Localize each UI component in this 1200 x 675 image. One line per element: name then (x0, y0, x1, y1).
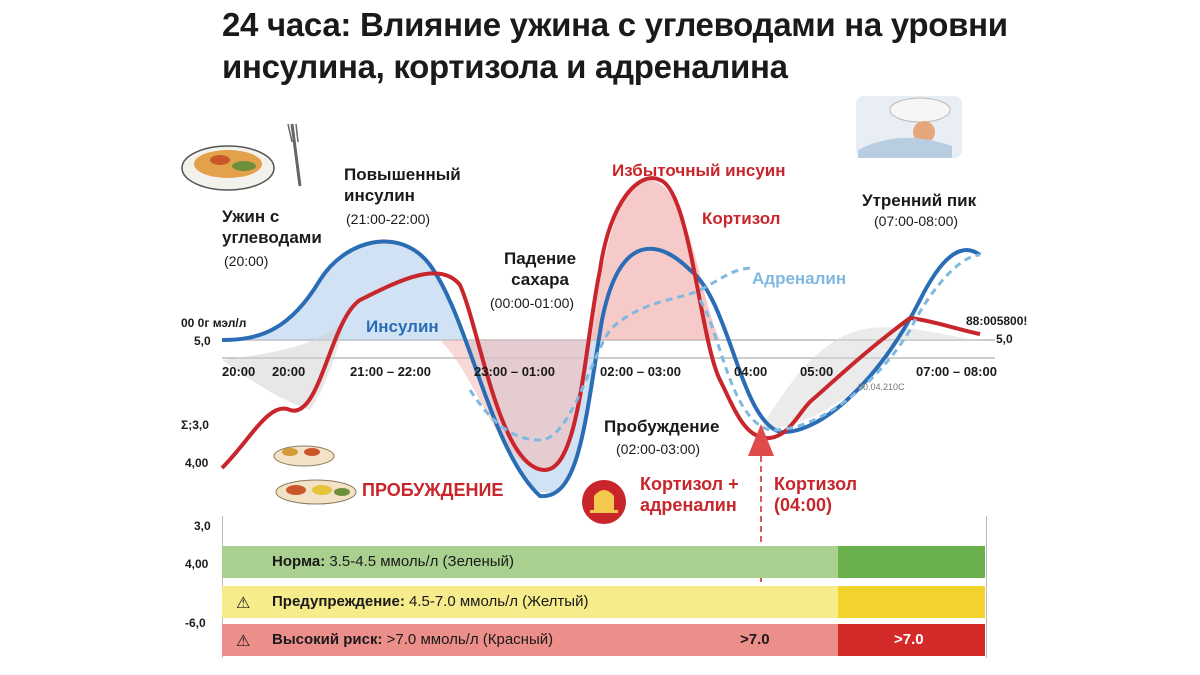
norm-band-text: Норма: 3.5-4.5 ммоль/л (Зеленый) (272, 546, 514, 578)
morning-peak-time: (07:00-08:00) (874, 213, 959, 229)
x-tick-label: 23:00 – 01:00 (474, 364, 555, 379)
sugar-drop-label-2: сахара (511, 270, 569, 289)
morning-grey-area (760, 327, 980, 430)
dinner-label: Ужин с углеводами (222, 206, 322, 248)
risk-band (222, 624, 838, 656)
risk-band-label: Высокий риск: (272, 631, 383, 648)
x-tick-label: 02:00 – 03:00 (600, 364, 681, 379)
risk-band-dark (838, 624, 985, 656)
cortisol-label: Кортизол (702, 209, 781, 228)
alarm-bell-icon (582, 480, 626, 524)
norm-band-label: Норма: (272, 553, 326, 570)
sugar-drop-label: Падение сахара (504, 248, 576, 290)
risk-band-text: Высокий риск: >7.0 ммоль/л (Красный) (272, 624, 553, 656)
right-value-label: 88:005800! (966, 314, 1028, 328)
wakeup-caps-label: ПРОБУЖДЕНИЕ (362, 480, 504, 500)
dinner-label-2: углеводами (222, 228, 322, 247)
high-insulin-label-2: инсулин (344, 186, 415, 205)
wakeup-label: Пробуждение (604, 417, 720, 436)
cortisol-adrenaline-label-2: адреналин (640, 495, 737, 515)
risk-value-2: >7.0 (894, 631, 924, 648)
dinner-plate-icon (181, 123, 302, 191)
food-plates-icon (273, 445, 357, 505)
cortisol-0400-label-2: (04:00) (774, 495, 833, 515)
adrenaline-label: Адреналин (752, 269, 847, 288)
warning-band-label: Предупреждение: (272, 593, 405, 610)
morning-peak-label: Утренний пик (862, 191, 977, 210)
cortisol-0400-label-1: Кортизол (774, 474, 858, 494)
x-tick-label: 21:00 – 22:00 (350, 364, 431, 379)
x-tick-label: 20:00 (272, 364, 306, 379)
norm-band-dark (838, 546, 985, 578)
x-tick-label: 07:00 – 08:00 (916, 364, 997, 379)
norm-band-range: 3.5-4.5 ммоль/л (Зеленый) (325, 553, 514, 570)
y-label-top: 00 0г мэл/л (181, 316, 247, 330)
page-title: 24 часа: Влияние ужина с углеводами на у… (222, 4, 1122, 88)
band-label-30: 3,0 (194, 519, 211, 533)
x-tick-label: 05:00 (800, 364, 834, 379)
warning-band-text: Предупреждение: 4.5-7.0 ммоль/л (Желтый) (272, 586, 588, 618)
sugar-drop-label-1: Падение (504, 249, 577, 268)
adrenaline-line (468, 253, 981, 442)
cortisol-adrenaline-label-1: Кортизол + (640, 474, 739, 494)
x-tick-label: 04:00 (734, 364, 768, 379)
small-time-label: 00.04.210C (858, 382, 905, 392)
excess-insulin-area (590, 180, 720, 340)
y-label-five: 5,0 (194, 334, 211, 348)
warning-band-range: 4.5-7.0 ммоль/л (Желтый) (404, 593, 589, 610)
risk-value-1: >7.0 (740, 631, 770, 648)
high-insulin-label-1: Повышенный (344, 165, 461, 184)
dinner-label-1: Ужин с (222, 207, 280, 226)
title-line-1: 24 часа: Влияние ужина с углеводами на у… (222, 6, 1008, 43)
right-value-label-2: 5,0 (996, 332, 1013, 346)
x-tick-label: 20:00 (222, 364, 256, 379)
warning-band (222, 586, 838, 618)
title-line-2: инсулина, кортизола и адреналина (222, 48, 788, 85)
insulin-label: Инсулин (366, 317, 439, 336)
cortisol-adrenaline-label: Кортизол + адреналин (640, 474, 739, 516)
warning-icon: ⚠ (236, 595, 251, 612)
band-label-400: 4,00 (185, 557, 209, 571)
cortisol-line (220, 176, 981, 473)
band-label-neg6: -6,0 (185, 616, 206, 630)
y-label-sigma: Σ;3,0 (181, 418, 209, 432)
sleeping-person-icon (856, 96, 962, 158)
excess-insulin-label: Избыточный инсуин (612, 161, 786, 180)
wakeup-time: (02:00-03:00) (616, 441, 701, 457)
risk-warning-icon: ⚠ (236, 633, 251, 650)
y-label-four: 4,00 (185, 456, 209, 470)
sugar-drop-time: (00:00-01:00) (490, 295, 575, 311)
dinner-time: (20:00) (224, 253, 269, 269)
norm-band (222, 546, 838, 578)
cortisol-0400-label: Кортизол (04:00) (774, 474, 857, 516)
high-insulin-label: Повышенный инсулин (344, 164, 461, 206)
warning-band-dark (838, 586, 985, 618)
risk-band-range: >7.0 ммоль/л (Красный) (382, 631, 554, 648)
high-insulin-time: (21:00-22:00) (346, 211, 431, 227)
